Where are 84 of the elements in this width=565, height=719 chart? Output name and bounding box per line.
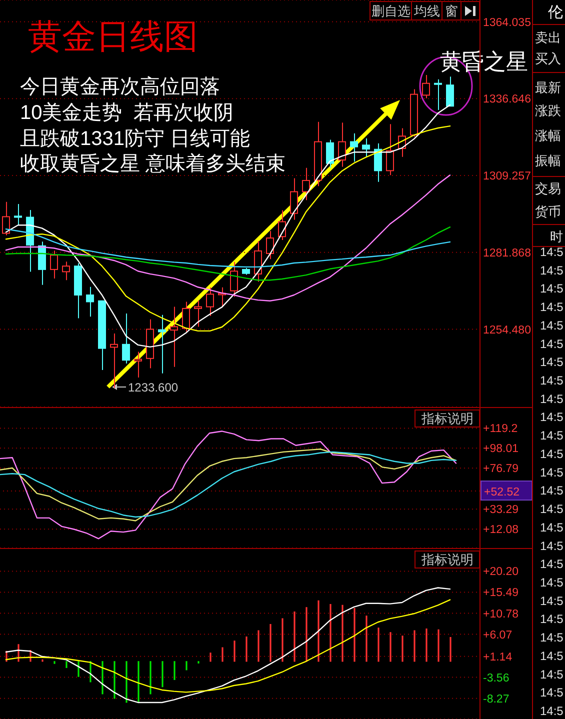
line-series bbox=[0, 430, 457, 540]
annotation: 指标说明 bbox=[420, 411, 474, 426]
text: 14:5 bbox=[540, 410, 564, 424]
candlestick bbox=[374, 142, 382, 182]
y-tick-label: +10.78 bbox=[483, 608, 518, 620]
y-tick-label: 1336.646 bbox=[483, 94, 531, 106]
annotation: 10美金走势 若再次收阴 bbox=[20, 101, 234, 124]
line-series bbox=[5, 174, 451, 302]
annotation: 且跌破1331防守 日线可能 bbox=[20, 128, 250, 150]
text: 14:5 bbox=[540, 704, 564, 718]
text: 14:5 bbox=[540, 502, 564, 516]
candlestick bbox=[122, 313, 130, 364]
text: 14:5 bbox=[540, 557, 564, 572]
text: 伦 bbox=[548, 4, 563, 21]
line-series bbox=[5, 599, 451, 693]
text: 买入 bbox=[535, 51, 561, 66]
text: 14:5 bbox=[540, 300, 564, 314]
text: 最新 bbox=[535, 80, 561, 95]
text: 交易 bbox=[535, 181, 561, 196]
y-tick-label: +6.07 bbox=[483, 629, 512, 642]
text: 14:5 bbox=[540, 630, 564, 645]
text: 14:5 bbox=[540, 594, 564, 608]
annotation: 窗 bbox=[445, 3, 458, 18]
y-tick-label: -3.56 bbox=[483, 672, 510, 684]
text: 14:5 bbox=[540, 648, 564, 663]
candlestick bbox=[290, 178, 298, 220]
y-tick-label: +76.79 bbox=[483, 463, 518, 476]
annotation: 1233.600 bbox=[128, 380, 178, 394]
text: 14:5 bbox=[540, 538, 564, 553]
y-tick-label: 1364.035 bbox=[483, 16, 531, 29]
candlestick bbox=[110, 332, 118, 388]
toolbar-button: 均线 bbox=[411, 1, 442, 20]
text: 14:5 bbox=[540, 484, 564, 498]
candlestick bbox=[146, 318, 154, 369]
text: 14:5 bbox=[540, 263, 564, 278]
candlestick bbox=[134, 351, 142, 378]
y-tick-label: +33.29 bbox=[483, 504, 518, 516]
text: 14:5 bbox=[540, 520, 564, 534]
candlestick bbox=[158, 314, 166, 374]
candlestick bbox=[314, 121, 322, 187]
text: 涨幅 bbox=[535, 128, 561, 143]
y-tick-label: 1309.257 bbox=[483, 170, 531, 183]
candlestick bbox=[170, 306, 178, 368]
line-series bbox=[5, 125, 451, 332]
text: 黄金日线图 bbox=[28, 18, 198, 56]
y-tick-label: 1254.480 bbox=[483, 324, 531, 336]
text: 时 bbox=[550, 229, 563, 244]
toolbar-button: 窗 bbox=[442, 1, 462, 20]
annotation: 今日黄金再次高位回落 bbox=[20, 75, 220, 98]
text: 14:5 bbox=[540, 282, 564, 296]
annotation: 收取黄昏之星 意味着多头结束 bbox=[20, 152, 286, 175]
ref-line-label: +52.52 bbox=[484, 486, 520, 499]
text: 14:5 bbox=[540, 428, 564, 443]
text: 振幅 bbox=[535, 153, 561, 168]
y-tick-label: +15.49 bbox=[483, 587, 518, 600]
text: 14:5 bbox=[540, 667, 564, 682]
text: 14:5 bbox=[540, 686, 564, 700]
text: 14:5 bbox=[540, 446, 564, 461]
candlestick bbox=[86, 286, 94, 318]
text: 涨跌 bbox=[535, 103, 561, 118]
line-series bbox=[5, 587, 451, 704]
text: 14:5 bbox=[540, 392, 564, 406]
help-button: 指标说明 bbox=[414, 410, 480, 428]
annotation: 指标说明 bbox=[420, 552, 474, 567]
y-tick-label: +12.08 bbox=[483, 524, 518, 536]
text: 货币 bbox=[535, 204, 561, 219]
text: 卖出 bbox=[535, 30, 561, 45]
y-tick-label: +98.01 bbox=[483, 443, 518, 456]
text: 14:5 bbox=[540, 336, 564, 351]
y-tick-label: 1281.868 bbox=[483, 247, 531, 260]
text: 14:5 bbox=[540, 465, 564, 480]
text: 14:5 bbox=[540, 318, 564, 332]
candlestick bbox=[194, 300, 202, 328]
y-tick-label: +1.14 bbox=[483, 651, 513, 664]
toolbar-button: 删自选 bbox=[370, 1, 412, 20]
text: 14:5 bbox=[540, 355, 564, 370]
y-tick-label: -8.27 bbox=[483, 693, 510, 706]
y-tick-label: +119.2 bbox=[483, 423, 518, 436]
text: 14:5 bbox=[540, 245, 564, 259]
y-tick-label: +20.20 bbox=[483, 566, 518, 578]
help-button: 指标说明 bbox=[414, 550, 480, 568]
text: 14:5 bbox=[540, 575, 564, 590]
text: 14:5 bbox=[540, 374, 564, 388]
text: 14:5 bbox=[540, 612, 564, 626]
